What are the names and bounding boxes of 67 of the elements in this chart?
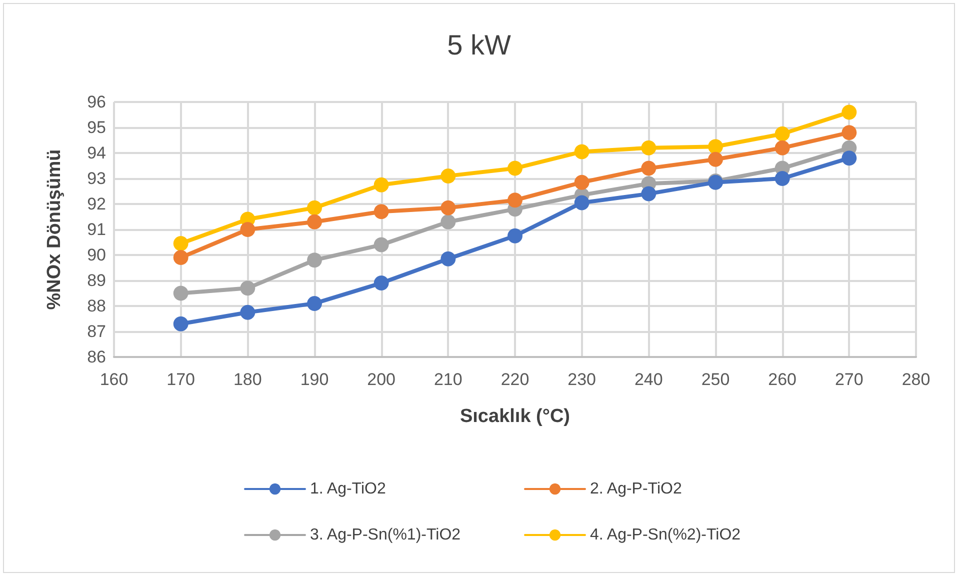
point — [173, 316, 188, 332]
legend-label: 1. Ag-TiO2 — [310, 480, 386, 498]
y-tick-label: 90 — [87, 246, 106, 264]
y-tick-label: 87 — [87, 322, 106, 341]
x-tick-label: 280 — [902, 370, 930, 389]
point — [440, 251, 456, 266]
point — [641, 160, 656, 176]
point — [374, 237, 389, 252]
x-tick-label: 170 — [166, 370, 196, 389]
x-tick-label: 210 — [434, 370, 462, 389]
legend-label: 2. Ag-P-TiO2 — [590, 480, 682, 498]
point — [240, 280, 256, 296]
x-tick-label: 250 — [701, 370, 730, 389]
y-tick-label: 92 — [87, 194, 106, 214]
point — [374, 276, 389, 291]
point — [842, 150, 857, 166]
legend-label: 4. Ag-P-Sn(%2)-TiO2 — [590, 526, 741, 544]
point — [842, 125, 857, 140]
point — [173, 250, 188, 266]
point — [842, 104, 857, 120]
point — [440, 214, 456, 230]
point — [240, 304, 256, 320]
point — [774, 140, 790, 156]
chart-title: 5 kW — [447, 30, 512, 60]
x-tick-label: 270 — [834, 370, 864, 389]
x-tick-label: 260 — [768, 370, 797, 389]
y-tick-label: 94 — [87, 144, 106, 162]
point — [307, 214, 322, 230]
point — [774, 171, 790, 186]
y-tick-label: 88 — [87, 296, 106, 316]
point — [240, 222, 256, 237]
point — [307, 200, 322, 216]
x-tick-label: 180 — [233, 370, 262, 389]
legend-label: 3. Ag-P-Sn(%1)-TiO2 — [310, 526, 461, 544]
y-tick-label: 96 — [87, 92, 106, 112]
point — [708, 152, 723, 167]
point — [307, 296, 322, 311]
y-tick-label: 91 — [87, 220, 106, 239]
point — [508, 228, 522, 244]
point — [708, 139, 723, 154]
point — [173, 236, 188, 252]
x-tick-label: 160 — [100, 370, 128, 389]
point — [374, 204, 389, 220]
x-axis-title: Sıcaklık (°C) — [460, 406, 570, 427]
y-tick-label: 89 — [87, 271, 106, 290]
point — [574, 195, 590, 210]
point — [641, 140, 656, 156]
point — [374, 177, 389, 192]
point — [508, 160, 522, 176]
point — [508, 192, 522, 208]
y-axis-title: %NOx Dönüşümü — [44, 149, 65, 310]
x-tick-label: 200 — [367, 370, 396, 389]
point — [173, 286, 188, 301]
point — [574, 144, 590, 160]
point — [641, 186, 656, 202]
x-tick-label: 230 — [568, 370, 596, 389]
x-tick-label: 240 — [634, 370, 663, 389]
point — [440, 168, 456, 184]
point — [307, 252, 322, 268]
y-tick-label: 95 — [87, 118, 106, 137]
x-tick-label: 190 — [300, 370, 329, 389]
point — [774, 126, 790, 142]
y-tick-label: 93 — [87, 169, 106, 188]
y-tick-label: 86 — [87, 348, 106, 366]
point — [440, 200, 456, 216]
point — [574, 174, 590, 190]
x-tick-label: 220 — [500, 370, 530, 389]
